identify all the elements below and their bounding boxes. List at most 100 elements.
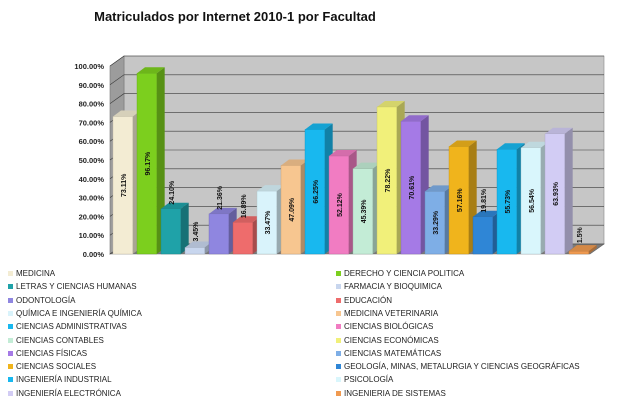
bar-top (377, 100, 405, 107)
bar-side (588, 245, 597, 254)
y-tick-label: 0.00% (83, 250, 105, 259)
bar-front (328, 155, 349, 255)
data-label: 1.5% (577, 226, 584, 243)
legend-swatch (8, 364, 13, 370)
bars (112, 67, 597, 255)
y-tick-label: 80.00% (79, 100, 105, 109)
y-axis-ticks: 0.00% 10.00% 20.00% 30.00% 40.00% 50.00% 60.00… (74, 62, 104, 259)
data-label: 56.54% (529, 188, 536, 213)
legend-label: LETRAS Y CIENCIAS HUMANAS (16, 282, 137, 292)
y-tick-label: 50.00% (79, 156, 105, 165)
legend-label: CIENCIAS ECONÓMICAS (344, 335, 439, 345)
bar-chart: 0.00% 10.00% 20.00% 30.00% 40.00% 50.00% 60.00… (74, 55, 605, 259)
bar-front (256, 190, 277, 255)
legend-item: CIENCIAS BIOLÓGICAS (336, 320, 433, 333)
data-label: 78.22% (385, 168, 392, 193)
data-label: 96.17% (145, 151, 152, 176)
data-label: 24.10% (169, 180, 176, 205)
bar (232, 216, 261, 255)
legend-label: GEOLOGÍA, MINAS, METALURGIA Y CIENCIAS G… (344, 362, 580, 372)
gridline (109, 93, 604, 104)
bar (208, 207, 237, 255)
legend-item: CIENCIAS SOCIALES (8, 360, 96, 373)
legend-item: PSICOLOGÍA (336, 373, 393, 386)
legend-item: CIENCIAS ADMINISTRATIVAS (8, 320, 127, 333)
bar-front (136, 73, 157, 255)
bar-top (233, 216, 261, 223)
data-label: 33.47% (265, 210, 272, 235)
bar-top (497, 143, 525, 150)
gridline (109, 55, 604, 67)
legend-swatch (8, 337, 13, 343)
bar-top (281, 159, 309, 166)
bar-top (137, 67, 165, 74)
legend-label: FARMACIA Y BIOQUIMICA (344, 282, 442, 292)
bar-front (280, 165, 301, 255)
bar-top (353, 162, 381, 169)
legend-item: ODONTOLOGÍA (8, 294, 75, 307)
legend-swatch (336, 324, 341, 330)
legend-swatch (336, 350, 341, 356)
legend-item: QUÍMICA E INGENIERÍA QUÍMICA (8, 307, 142, 320)
bar-top (209, 207, 237, 214)
legend-swatch (8, 284, 13, 290)
legend-label: INGENIERIA DE SISTEMAS (344, 388, 446, 398)
bar-front (496, 149, 517, 255)
legend-item: CIENCIAS FÍSICAS (8, 347, 87, 360)
legend-swatch (8, 310, 13, 316)
legend-swatch (336, 390, 341, 396)
legend-item: MEDICINA (8, 267, 55, 280)
bar-front (520, 147, 541, 255)
legend-swatch (336, 271, 341, 276)
bar-top (401, 115, 429, 122)
legend-swatch (8, 271, 13, 276)
bar-front (160, 208, 181, 255)
legend-item: CIENCIAS MATEMÁTICAS (336, 347, 441, 360)
legend-label: MEDICINA VETERINARIA (344, 308, 439, 318)
gridline (109, 74, 604, 86)
bar-front (304, 129, 325, 255)
legend-label: CIENCIAS ADMINISTRATIVAS (16, 322, 127, 332)
data-label: 47.09% (289, 197, 296, 222)
legend-label: CIENCIAS FÍSICAS (16, 348, 88, 358)
bar-front (352, 168, 373, 255)
legend-item: INGENIERÍA ELECTRÓNICA (8, 387, 121, 400)
legend-swatch (8, 377, 13, 383)
data-label: 73.11% (121, 173, 128, 197)
legend-swatch (336, 337, 341, 343)
y-tick-label: 40.00% (79, 175, 105, 184)
bar-side (564, 127, 573, 254)
bar-top (305, 123, 333, 130)
bar (424, 185, 453, 255)
bar (472, 210, 501, 255)
data-label: 16.89% (241, 194, 248, 219)
bar-front (208, 213, 229, 255)
bar (568, 245, 597, 255)
legend-swatch (336, 377, 341, 383)
data-label: 70.61% (409, 175, 416, 200)
data-label: 33.29% (433, 210, 440, 235)
bar-top (329, 150, 357, 157)
bar-front (112, 116, 133, 255)
bar (544, 127, 573, 255)
y-tick-label: 30.00% (79, 194, 105, 203)
data-label: 21.36% (217, 185, 224, 210)
bar-front (424, 191, 445, 255)
bar-front (448, 146, 469, 255)
y-tick-label: 70.00% (79, 118, 105, 127)
legend-swatch (8, 297, 13, 303)
bar-front (544, 133, 565, 255)
bar (160, 202, 189, 255)
legend-label: MEDICINA (16, 269, 56, 278)
bar-top (521, 141, 549, 148)
legend-item: INGENIERÍA INDUSTRIAL (8, 373, 112, 386)
data-label: 45.39% (361, 199, 368, 224)
legend-item: MEDICINA VETERINARIA (336, 307, 438, 320)
legend-item: CIENCIAS ECONÓMICAS (336, 334, 439, 347)
bar-front (568, 250, 589, 255)
legend-swatch (8, 324, 13, 330)
legend-item: CIENCIAS CONTABLES (8, 334, 104, 347)
bar-top (185, 241, 213, 248)
legend: MEDICINA DERECHO Y CIENCIA POLITICA LETRAS… (0, 265, 640, 411)
legend-item: GEOLOGÍA, MINAS, METALURGIA Y CIENCIAS G… (336, 360, 580, 373)
